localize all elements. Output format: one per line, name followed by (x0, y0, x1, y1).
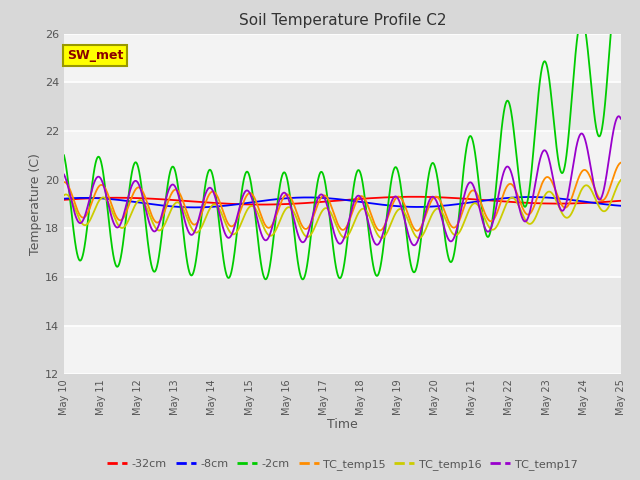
-32cm (617, 198, 625, 204)
-32cm (410, 194, 417, 200)
TC_temp16 (124, 219, 131, 225)
-8cm (526, 194, 534, 200)
TC_temp17 (157, 216, 164, 222)
TC_temp17 (60, 172, 68, 178)
-2cm (124, 202, 131, 208)
Line: TC_temp17: TC_temp17 (64, 116, 621, 245)
-32cm (547, 201, 554, 206)
TC_temp15 (546, 176, 554, 181)
Line: TC_temp15: TC_temp15 (64, 163, 621, 231)
TC_temp15 (124, 206, 131, 212)
TC_temp17 (298, 239, 305, 245)
TC_temp16 (274, 224, 282, 229)
TC_temp17 (615, 113, 623, 119)
-8cm (606, 202, 614, 208)
-2cm (606, 39, 614, 45)
Y-axis label: Temperature (C): Temperature (C) (29, 153, 42, 255)
-32cm (274, 202, 282, 207)
-32cm (60, 197, 68, 203)
TC_temp16 (298, 228, 305, 233)
-32cm (124, 195, 131, 201)
-8cm (298, 194, 306, 200)
Line: TC_temp16: TC_temp16 (64, 180, 621, 238)
Bar (64, 228, 621, 277)
TC_temp16 (606, 201, 614, 207)
TC_temp15 (157, 217, 164, 223)
-8cm (547, 195, 554, 201)
-2cm (274, 200, 282, 206)
-8cm (124, 198, 131, 204)
TC_temp16 (60, 192, 68, 198)
-8cm (191, 204, 199, 210)
TC_temp17 (124, 197, 131, 203)
-8cm (60, 196, 68, 202)
TC_temp15 (413, 228, 421, 234)
Title: Soil Temperature Profile C2: Soil Temperature Profile C2 (239, 13, 446, 28)
TC_temp17 (606, 149, 614, 155)
Bar (64, 131, 621, 180)
TC_temp15 (298, 222, 305, 228)
-8cm (274, 196, 282, 202)
Line: -8cm: -8cm (64, 197, 621, 207)
-32cm (298, 200, 306, 206)
Line: -32cm: -32cm (64, 197, 621, 204)
TC_temp15 (606, 184, 614, 190)
-32cm (157, 196, 164, 202)
Legend: -32cm, -8cm, -2cm, TC_temp15, TC_temp16, TC_temp17: -32cm, -8cm, -2cm, TC_temp15, TC_temp16,… (102, 455, 582, 475)
TC_temp16 (157, 227, 164, 233)
TC_temp15 (617, 160, 625, 166)
-2cm (60, 153, 68, 158)
-2cm (546, 83, 554, 89)
-32cm (257, 202, 265, 207)
TC_temp16 (546, 189, 554, 195)
TC_temp17 (410, 242, 418, 248)
TC_temp16 (617, 177, 625, 183)
-2cm (299, 276, 307, 282)
TC_temp15 (274, 209, 282, 215)
Text: SW_met: SW_met (67, 49, 123, 62)
TC_temp17 (546, 161, 554, 167)
-32cm (606, 199, 614, 204)
TC_temp17 (274, 204, 282, 209)
Bar (64, 34, 621, 82)
TC_temp16 (415, 235, 422, 241)
-2cm (298, 276, 305, 281)
X-axis label: Time: Time (327, 418, 358, 431)
TC_temp17 (617, 116, 625, 121)
-2cm (157, 242, 164, 248)
-8cm (157, 203, 164, 208)
Line: -2cm: -2cm (64, 0, 621, 279)
Bar (64, 326, 621, 374)
TC_temp15 (60, 179, 68, 185)
-8cm (617, 203, 625, 209)
